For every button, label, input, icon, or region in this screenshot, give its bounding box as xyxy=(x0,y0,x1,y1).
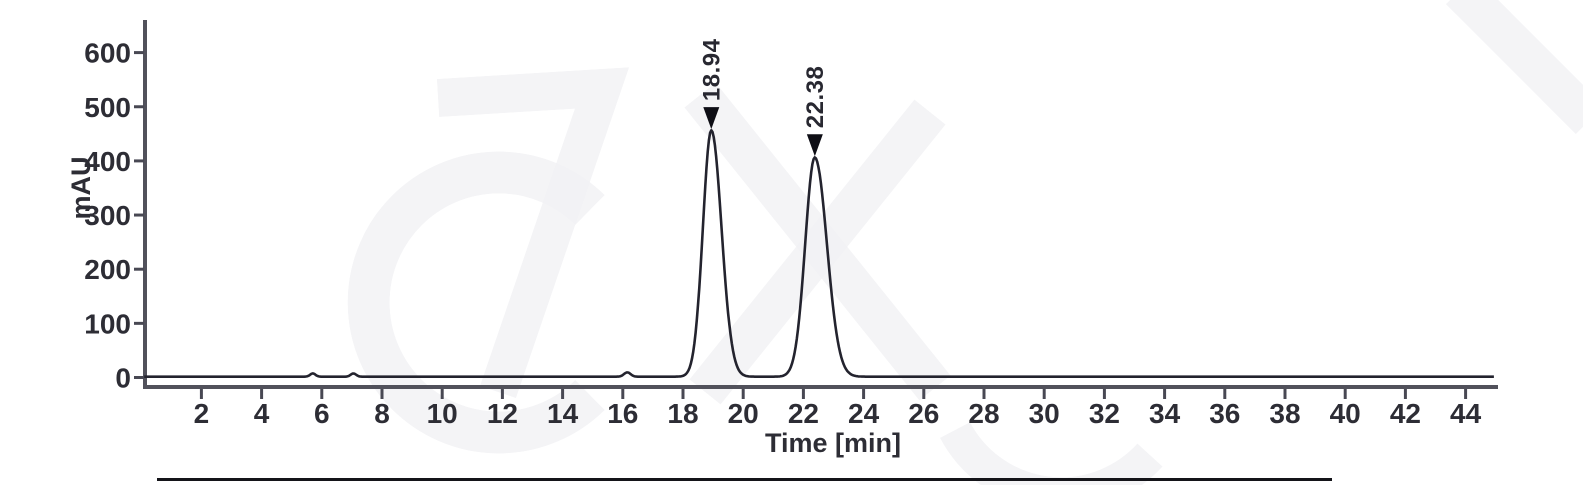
x-tick-label: 12 xyxy=(487,398,518,429)
watermark-shape xyxy=(436,67,630,399)
x-axis-title: Time [min] xyxy=(765,428,901,458)
y-tick-label: 100 xyxy=(84,308,131,339)
x-tick-label: 30 xyxy=(1029,398,1060,429)
axis-ticks: 2 4 6 8 10 12 14 16 18 20 22 24 26 28 30 32 34 36 38 40 42 44… xyxy=(84,38,1481,429)
peak-annotations: 18.94 22.38 xyxy=(698,38,829,157)
x-tick-label: 40 xyxy=(1330,398,1361,429)
x-tick-label: 26 xyxy=(908,398,939,429)
x-tick-label: 42 xyxy=(1390,398,1421,429)
watermark-shape xyxy=(689,99,946,405)
peak-arrow-icon xyxy=(806,134,823,157)
y-tick-label: 600 xyxy=(84,38,131,69)
y-tick-label: 500 xyxy=(84,92,131,123)
peak-retention-time-label: 22.38 xyxy=(802,66,829,129)
x-tick-label: 24 xyxy=(848,398,880,429)
x-tick-label: 6 xyxy=(314,398,330,429)
x-tick-label: 28 xyxy=(968,398,999,429)
x-tick-label: 44 xyxy=(1450,398,1482,429)
x-tick-label: 20 xyxy=(728,398,759,429)
x-tick-label: 10 xyxy=(427,398,458,429)
signal-trace xyxy=(144,129,1494,378)
x-tick-label: 16 xyxy=(607,398,638,429)
watermark-shape xyxy=(939,421,1163,485)
watermark xyxy=(347,0,1583,485)
x-tick-label: 2 xyxy=(194,398,210,429)
peak-arrow-icon xyxy=(703,107,720,130)
trace xyxy=(144,129,1494,378)
y-tick-label: 200 xyxy=(84,254,131,285)
x-tick-label: 18 xyxy=(667,398,698,429)
bottom-rule xyxy=(157,478,1332,481)
x-tick-label: 36 xyxy=(1209,398,1240,429)
x-tick-label: 14 xyxy=(547,398,579,429)
x-tick-label: 38 xyxy=(1269,398,1300,429)
watermark-shape xyxy=(1445,0,1583,135)
x-tick-label: 8 xyxy=(374,398,390,429)
y-tick-label: 400 xyxy=(84,146,131,177)
y-tick-label: 0 xyxy=(115,363,131,394)
y-tick-label: 300 xyxy=(84,200,131,231)
x-tick-label: 22 xyxy=(788,398,819,429)
x-tick-label: 32 xyxy=(1089,398,1120,429)
y-axis-title: mAU xyxy=(66,156,96,219)
watermark-shape xyxy=(347,151,605,454)
peak-retention-time-label: 18.94 xyxy=(698,38,725,101)
x-tick-label: 34 xyxy=(1149,398,1181,429)
x-tick-label: 4 xyxy=(254,398,270,429)
